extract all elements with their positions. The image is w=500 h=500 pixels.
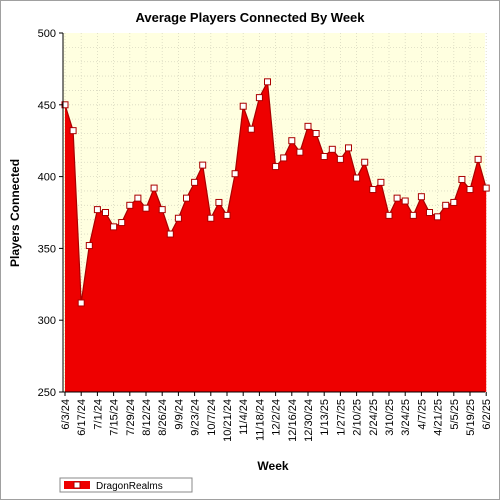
x-tick-label: 12/2/24 xyxy=(271,399,283,436)
data-point xyxy=(320,152,328,160)
data-point xyxy=(174,214,182,222)
x-tick-label: 12/30/24 xyxy=(303,399,315,442)
data-point xyxy=(482,184,490,192)
x-tick-label: 10/21/24 xyxy=(222,399,234,442)
y-tick-label: 500 xyxy=(38,28,56,40)
x-axis-label: Week xyxy=(257,459,288,473)
data-point xyxy=(296,148,304,156)
x-axis-ticks: 6/3/24 6/17/24 7/1/24 7/15/24 7/29/24 8/12/24… xyxy=(60,392,493,442)
data-point xyxy=(377,178,385,186)
data-point xyxy=(466,186,474,194)
x-tick-label: 12/16/24 xyxy=(287,399,299,442)
data-point xyxy=(150,184,158,192)
data-point xyxy=(409,211,417,219)
x-tick-label: 2/24/25 xyxy=(368,399,380,436)
data-point xyxy=(304,122,312,130)
x-tick-label: 11/4/24 xyxy=(238,399,250,435)
data-point xyxy=(458,175,466,183)
data-point xyxy=(417,193,425,201)
data-point xyxy=(247,125,255,133)
data-point xyxy=(426,209,433,216)
x-tick-label: 8/12/24 xyxy=(141,399,153,436)
data-point xyxy=(142,204,150,212)
x-tick-label: 4/7/25 xyxy=(416,399,428,430)
x-tick-label: 7/29/24 xyxy=(125,399,137,436)
data-point xyxy=(312,130,320,138)
data-point xyxy=(126,201,134,209)
x-tick-label: 5/5/25 xyxy=(449,399,461,430)
data-point xyxy=(288,137,296,145)
x-tick-label: 6/17/24 xyxy=(76,399,88,436)
x-tick-label: 9/9/24 xyxy=(173,399,185,430)
y-axis-label: Players Connected xyxy=(8,159,22,267)
x-tick-label: 6/2/25 xyxy=(481,399,493,430)
data-point xyxy=(134,194,142,202)
series-area xyxy=(65,81,487,392)
x-tick-label: 1/13/25 xyxy=(319,399,331,436)
data-point xyxy=(361,158,369,166)
data-point xyxy=(207,214,215,222)
x-tick-label: 3/24/25 xyxy=(400,399,412,436)
data-point xyxy=(280,154,288,162)
data-point xyxy=(369,186,377,194)
data-point xyxy=(385,211,393,219)
data-point xyxy=(434,213,442,221)
data-point xyxy=(166,230,174,238)
data-point xyxy=(450,198,458,206)
y-tick-label: 350 xyxy=(38,243,56,255)
data-point xyxy=(85,242,93,250)
y-tick-label: 300 xyxy=(38,315,56,327)
data-point xyxy=(442,201,450,209)
data-point xyxy=(158,206,166,214)
legend: DragonRealms xyxy=(59,477,193,493)
data-point xyxy=(272,163,280,171)
data-point xyxy=(336,155,344,163)
data-point xyxy=(69,127,77,135)
chart-title: Average Players Connected By Week xyxy=(135,10,365,25)
x-tick-label: 2/10/25 xyxy=(352,399,364,436)
series-markers xyxy=(61,78,490,307)
data-point xyxy=(223,211,231,219)
data-point xyxy=(353,174,361,182)
y-tick-label: 250 xyxy=(38,387,56,399)
data-point xyxy=(474,155,482,163)
data-point xyxy=(393,194,401,202)
data-point xyxy=(215,198,223,206)
x-tick-label: 6/3/24 xyxy=(60,399,72,430)
data-point xyxy=(328,145,336,153)
x-tick-label: 4/21/25 xyxy=(433,399,445,436)
y-tick-label: 450 xyxy=(38,100,56,112)
data-point xyxy=(199,161,207,169)
data-point xyxy=(110,223,118,231)
data-point xyxy=(183,194,190,202)
data-point xyxy=(102,209,109,216)
legend-marker xyxy=(73,481,81,489)
data-point xyxy=(191,178,199,186)
x-tick-label: 3/10/25 xyxy=(384,399,396,436)
x-tick-label: 11/18/24 xyxy=(254,399,266,441)
x-tick-label: 7/15/24 xyxy=(109,399,121,436)
x-tick-label: 8/26/24 xyxy=(157,399,169,436)
data-point xyxy=(93,206,101,214)
data-point xyxy=(255,94,263,102)
data-point xyxy=(345,144,352,152)
x-tick-label: 5/19/25 xyxy=(465,399,477,436)
x-tick-label: 1/27/25 xyxy=(335,399,347,436)
x-tick-label: 7/1/24 xyxy=(92,399,104,430)
data-point xyxy=(77,299,85,307)
data-point xyxy=(401,197,409,205)
legend-entry-dragonrealms: DragonRealms xyxy=(96,481,163,492)
x-tick-label: 9/23/24 xyxy=(190,399,202,436)
data-point xyxy=(239,102,247,110)
data-point xyxy=(118,219,126,227)
data-point xyxy=(264,78,271,86)
y-tick-label: 400 xyxy=(38,172,56,184)
y-axis-ticks: 250 300 350 400 450 500 xyxy=(38,28,63,399)
x-tick-label: 10/7/24 xyxy=(206,399,218,436)
data-point xyxy=(231,170,239,178)
legend-box xyxy=(59,477,193,493)
